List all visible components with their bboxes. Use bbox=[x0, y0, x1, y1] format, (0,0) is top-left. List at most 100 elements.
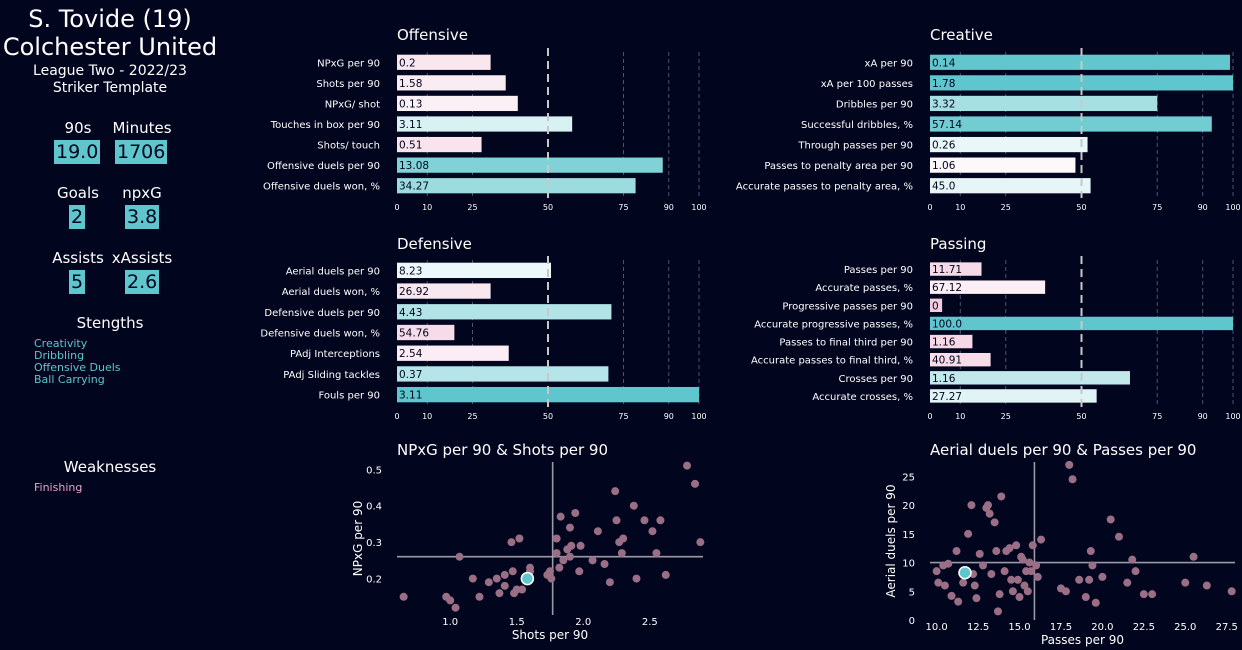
bar bbox=[397, 262, 552, 279]
bar bbox=[397, 366, 609, 382]
y-tick-label: 0.5 bbox=[366, 465, 382, 476]
x-tick-label: 10.0 bbox=[925, 622, 947, 633]
category-label: Aerial duels per 90 bbox=[286, 266, 380, 277]
data-label: 1.78 bbox=[932, 78, 955, 90]
stat-label-assists: Assists bbox=[52, 249, 104, 267]
data-label: 0 bbox=[932, 300, 939, 312]
strength-item: Dribbling bbox=[34, 349, 85, 362]
data-label: 0.13 bbox=[399, 98, 422, 110]
strength-item: Ball Carrying bbox=[34, 373, 105, 386]
bar bbox=[930, 178, 1091, 194]
x-tick-label: 25 bbox=[1001, 412, 1011, 421]
category-label: Offensive duels per 90 bbox=[267, 161, 380, 172]
bar bbox=[397, 75, 506, 91]
scatter-point bbox=[612, 516, 621, 525]
scatter-point bbox=[575, 567, 584, 576]
scatter-point bbox=[510, 589, 519, 598]
category-label: Shots/ touch bbox=[317, 141, 380, 152]
y-axis-label: Aerial duels per 90 bbox=[884, 484, 898, 597]
scatter-point bbox=[556, 512, 565, 521]
y-tick-label: 15 bbox=[902, 530, 915, 541]
scatter-point bbox=[992, 547, 1001, 556]
scatter-point bbox=[495, 589, 504, 598]
bar bbox=[930, 95, 1158, 112]
bar bbox=[397, 324, 455, 341]
scatter-point bbox=[593, 527, 602, 536]
data-label: 54.76 bbox=[399, 328, 429, 340]
category-label: Aerial duels won, % bbox=[282, 287, 380, 298]
stat-value-assists: 5 bbox=[69, 270, 86, 294]
x-tick-label: 10 bbox=[955, 412, 965, 421]
scatter-point bbox=[1139, 590, 1148, 599]
bar-chart-title: Creative bbox=[930, 26, 993, 44]
bar bbox=[397, 283, 491, 299]
x-tick-label: 15.0 bbox=[1008, 622, 1030, 633]
scatter-point bbox=[468, 574, 477, 583]
scatter-point bbox=[500, 581, 509, 590]
stat-value-goals: 2 bbox=[69, 205, 86, 229]
y-tick-label: 0.4 bbox=[366, 502, 382, 513]
x-tick-label: 0 bbox=[394, 412, 399, 421]
data-label: 1.16 bbox=[932, 373, 956, 385]
x-tick-label: 0 bbox=[927, 203, 932, 212]
category-label: Passes to penalty area per 90 bbox=[764, 161, 913, 172]
bar-chart-title: Passing bbox=[930, 235, 986, 253]
x-tick-label: 50 bbox=[1076, 412, 1086, 421]
scatter-point bbox=[972, 594, 981, 603]
scatter-point bbox=[1181, 578, 1190, 587]
category-label: Accurate passes to penalty area, % bbox=[736, 182, 913, 193]
scatter-point bbox=[683, 461, 692, 470]
scatter-point bbox=[559, 556, 568, 565]
stat-value-xassists: 2.6 bbox=[125, 270, 160, 294]
scatter-point bbox=[1065, 460, 1074, 469]
highlight-point bbox=[520, 571, 535, 586]
bar bbox=[930, 157, 1076, 173]
x-tick-label: 0 bbox=[394, 203, 399, 212]
bar bbox=[930, 352, 991, 367]
bar bbox=[397, 157, 663, 173]
category-label: Progressive passes per 90 bbox=[782, 301, 913, 312]
scatter-point bbox=[954, 597, 963, 606]
category-label: Defensive duels per 90 bbox=[264, 308, 380, 319]
category-label: Accurate crosses, % bbox=[812, 392, 913, 403]
x-tick-label: 100 bbox=[691, 412, 706, 421]
x-tick-label: 25.0 bbox=[1174, 622, 1196, 633]
scatter-point bbox=[507, 538, 516, 547]
scatter-point bbox=[1114, 532, 1123, 541]
stat-label-xassists: xAssists bbox=[111, 249, 173, 267]
scatter-point bbox=[492, 574, 501, 583]
scatter-point bbox=[1028, 541, 1037, 550]
scatter-point bbox=[1091, 598, 1100, 607]
x-tick-label: 75 bbox=[618, 203, 628, 212]
bar bbox=[930, 116, 1212, 132]
category-label: Passes to final third per 90 bbox=[779, 338, 913, 349]
x-axis-label: Passes per 90 bbox=[1041, 633, 1124, 647]
scatter-point bbox=[1086, 547, 1095, 556]
data-label: 27.27 bbox=[932, 391, 962, 403]
scatter-point bbox=[995, 590, 1004, 599]
bar bbox=[930, 262, 982, 276]
category-label: Successful dribbles, % bbox=[801, 120, 913, 131]
weakness-item: Finishing bbox=[34, 481, 83, 494]
scatter-point bbox=[648, 527, 657, 536]
strength-item: Offensive Duels bbox=[34, 361, 121, 374]
strength-item: Creativity bbox=[34, 337, 88, 350]
scatter-point bbox=[1068, 475, 1077, 484]
data-label: 1.58 bbox=[399, 78, 422, 90]
y-tick-label: 25 bbox=[902, 472, 915, 483]
scatter-point bbox=[632, 574, 641, 583]
x-tick-label: 90 bbox=[664, 412, 674, 421]
scatter-point bbox=[1018, 555, 1027, 564]
scatter-point bbox=[1005, 544, 1014, 553]
data-label: 0.14 bbox=[932, 57, 956, 69]
scatter-point bbox=[1033, 572, 1042, 581]
scatter-point bbox=[576, 541, 585, 550]
scatter-point bbox=[652, 549, 661, 558]
weaknesses-title: Weaknesses bbox=[63, 458, 157, 476]
x-tick-label: 10 bbox=[422, 412, 432, 421]
scatter-point bbox=[500, 570, 509, 579]
scatter-point bbox=[1085, 575, 1094, 584]
stat-label-90s: 90s bbox=[64, 119, 92, 137]
scatter-point bbox=[952, 547, 961, 556]
scatter-point bbox=[1025, 558, 1034, 567]
